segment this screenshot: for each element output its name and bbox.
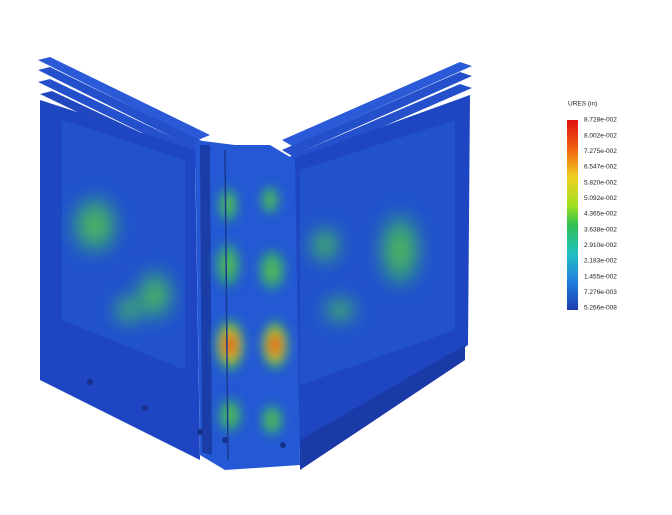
legend-label: 5.092e-002 [584, 195, 617, 202]
legend-label: 7.275e-002 [584, 148, 617, 155]
legend-label: 8.728e-002 [584, 117, 617, 124]
legend-label: 2.910e-002 [584, 242, 617, 249]
legend-label: 7.276e-003 [584, 289, 617, 296]
color-bar [567, 120, 578, 310]
legend: URES (in) 8.728e-002 8.002e-002 7.275e-002… [567, 101, 617, 312]
legend-label: 1.455e-002 [584, 273, 617, 280]
legend-label: 4.365e-002 [584, 211, 617, 218]
legend-label: 5.820e-002 [584, 179, 617, 186]
legend-label: 5.266e-008 [584, 305, 617, 312]
legend-label: 3.638e-002 [584, 226, 617, 233]
legend-title: URES (in) [568, 101, 597, 108]
legend-label: 8.002e-002 [584, 132, 617, 139]
legend-label: 2.183e-002 [584, 258, 617, 265]
legend-label: 6.547e-002 [584, 164, 617, 171]
part [38, 57, 472, 470]
